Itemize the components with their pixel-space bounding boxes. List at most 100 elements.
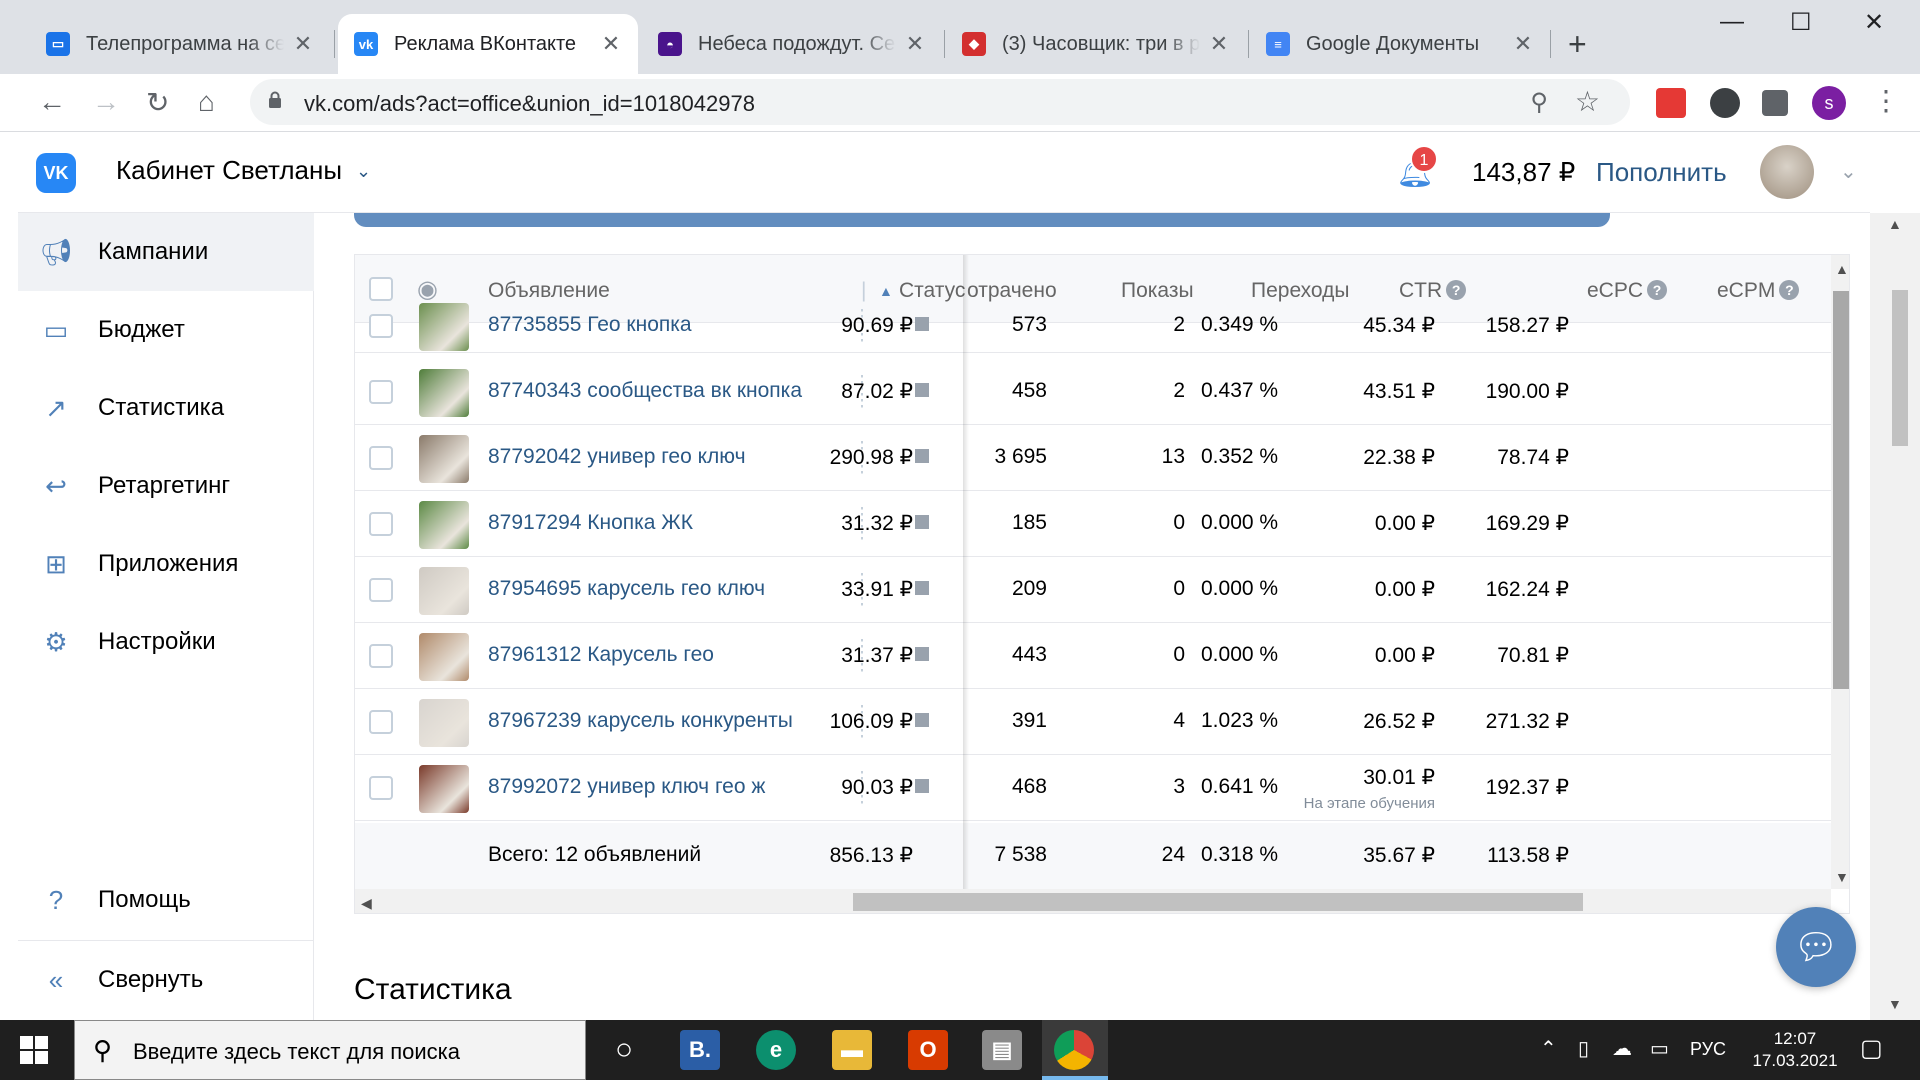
column-spent[interactable]: отрачено bbox=[967, 279, 1057, 302]
back-icon[interactable]: ← bbox=[38, 86, 66, 117]
ad-thumbnail[interactable] bbox=[419, 501, 469, 549]
window-close-icon[interactable]: ✕ bbox=[1864, 9, 1885, 36]
row-checkbox[interactable] bbox=[369, 380, 393, 404]
page-scroll-up-icon[interactable]: ▲ bbox=[1888, 216, 1902, 232]
maximize-icon[interactable]: ☐ bbox=[1790, 9, 1812, 36]
bookmark-star-icon[interactable]: ☆ bbox=[1574, 86, 1600, 117]
resize-handle[interactable] bbox=[861, 705, 863, 741]
ad-name-link[interactable]: 87917294 Кнопка ЖК bbox=[488, 511, 693, 534]
ad-thumbnail[interactable] bbox=[419, 699, 469, 747]
ad-name-link[interactable]: 87954695 карусель гео ключ bbox=[488, 577, 766, 600]
row-checkbox[interactable] bbox=[369, 578, 393, 602]
chrome-icon[interactable] bbox=[1054, 1030, 1094, 1070]
row-checkbox[interactable] bbox=[369, 512, 393, 536]
notifications-icon[interactable]: ▢ bbox=[1860, 1035, 1883, 1062]
scroll-up-icon[interactable]: ▲ bbox=[1835, 261, 1849, 277]
status-stopped-icon[interactable] bbox=[915, 449, 929, 463]
column-ad[interactable]: Объявление bbox=[488, 279, 610, 302]
ad-name-link[interactable]: 87961312 Карусель гео bbox=[488, 643, 714, 666]
scroll-left-icon[interactable]: ◀ bbox=[361, 895, 372, 911]
forward-icon[interactable]: → bbox=[92, 86, 120, 117]
close-icon[interactable]: ✕ bbox=[601, 31, 621, 56]
close-icon[interactable]: ✕ bbox=[1513, 31, 1533, 56]
resize-handle[interactable] bbox=[861, 507, 863, 543]
column-ecpc[interactable]: eCPC? bbox=[1587, 279, 1668, 303]
page-scroll-thumb[interactable] bbox=[1892, 290, 1908, 446]
sidebar-item-help[interactable]: ? Помощь bbox=[18, 861, 314, 939]
address-bar[interactable]: vk.com/ads?act=office&union_id=101804297… bbox=[250, 79, 1630, 125]
office-icon[interactable]: O bbox=[908, 1030, 948, 1070]
chevron-down-icon[interactable]: ⌄ bbox=[1840, 161, 1857, 183]
vpn-app-icon[interactable]: B. bbox=[680, 1030, 720, 1070]
sidebar-item-settings[interactable]: ⚙ Настройки bbox=[18, 603, 314, 681]
scroll-down-icon[interactable]: ▼ bbox=[1835, 869, 1849, 885]
sidebar-item-apps[interactable]: ⊞ Приложения bbox=[18, 525, 314, 603]
sidebar-item-statistics[interactable]: ↗ Статистика bbox=[18, 369, 314, 447]
ad-name-link[interactable]: 87792042 универ гео ключ bbox=[488, 445, 746, 468]
sidebar-item-retargeting[interactable]: ↩ Ретаргетинг bbox=[18, 447, 314, 525]
sidebar-item-budget[interactable]: ▭ Бюджет bbox=[18, 291, 314, 369]
topup-link[interactable]: Пополнить bbox=[1596, 157, 1727, 187]
column-ctr[interactable]: CTR? bbox=[1399, 279, 1467, 303]
close-icon[interactable]: ✕ bbox=[1209, 31, 1229, 56]
profile-avatar[interactable]: s bbox=[1812, 86, 1846, 120]
close-icon[interactable]: ✕ bbox=[293, 31, 313, 56]
ad-thumbnail[interactable] bbox=[419, 435, 469, 483]
row-checkbox[interactable] bbox=[369, 446, 393, 470]
status-stopped-icon[interactable] bbox=[915, 779, 929, 793]
vk-logo[interactable]: VK bbox=[36, 153, 76, 193]
status-stopped-icon[interactable] bbox=[915, 383, 929, 397]
task-view-icon[interactable]: ○ bbox=[614, 1033, 634, 1066]
column-ecpm[interactable]: eCPM? bbox=[1717, 279, 1800, 303]
ad-name-link[interactable]: 87992072 универ ключ гео ж bbox=[488, 775, 766, 798]
status-stopped-icon[interactable] bbox=[915, 713, 929, 727]
ad-thumbnail[interactable] bbox=[419, 633, 469, 681]
windows-start-icon[interactable] bbox=[20, 1036, 48, 1064]
column-clicks[interactable]: Переходы bbox=[1251, 279, 1350, 302]
home-icon[interactable]: ⌂ bbox=[198, 86, 215, 117]
puzzle-icon[interactable] bbox=[1762, 90, 1788, 116]
ad-thumbnail[interactable] bbox=[419, 567, 469, 615]
avatar[interactable] bbox=[1760, 145, 1814, 199]
sidebar-collapse[interactable]: « Свернуть bbox=[18, 941, 314, 1019]
ad-thumbnail[interactable] bbox=[419, 369, 469, 417]
table-vertical-scroll-thumb[interactable] bbox=[1833, 291, 1849, 689]
chat-button[interactable]: 💬︎ bbox=[1776, 907, 1856, 987]
browser-tab[interactable]: ▭ Телепрограмма на сег ✕ bbox=[30, 14, 330, 74]
column-status[interactable]: Статус bbox=[899, 279, 966, 302]
select-all-checkbox[interactable] bbox=[369, 277, 393, 301]
table-horizontal-scroll-thumb[interactable] bbox=[853, 893, 1583, 911]
language-indicator[interactable]: РУС bbox=[1690, 1039, 1727, 1059]
reload-icon[interactable]: ↻ bbox=[146, 87, 170, 118]
create-ad-banner[interactable] bbox=[354, 213, 1610, 227]
file-explorer-icon[interactable]: ▬ bbox=[832, 1030, 872, 1070]
resize-handle[interactable] bbox=[861, 441, 863, 477]
row-checkbox[interactable] bbox=[369, 710, 393, 734]
new-tab-icon[interactable]: + bbox=[1568, 26, 1587, 62]
chevron-down-icon[interactable]: ⌄ bbox=[356, 161, 372, 181]
browser-tab[interactable]: ◆ (3) Часовщик: три в р ✕ bbox=[946, 14, 1246, 74]
row-checkbox[interactable] bbox=[369, 314, 393, 338]
ad-name-link[interactable]: 87740343 сообщества вк кнопка bbox=[488, 379, 803, 402]
tray-chevron-up-icon[interactable]: ⌃ bbox=[1540, 1038, 1557, 1060]
close-icon[interactable]: ✕ bbox=[905, 31, 925, 56]
ad-name-link[interactable]: 87967239 карусель конкуренты bbox=[488, 709, 793, 732]
status-stopped-icon[interactable] bbox=[915, 317, 929, 331]
resize-handle[interactable] bbox=[861, 309, 863, 345]
taskbar-search[interactable]: ⚲ Введите здесь текст для поиска bbox=[74, 1020, 586, 1080]
resize-handle[interactable] bbox=[861, 639, 863, 675]
browser-tab[interactable]: ≡ Google Документы ✕ bbox=[1250, 14, 1550, 74]
zoom-icon[interactable]: ⚲ bbox=[1530, 89, 1548, 116]
pdf-extension-icon[interactable] bbox=[1656, 88, 1686, 118]
status-stopped-icon[interactable] bbox=[915, 647, 929, 661]
row-checkbox[interactable] bbox=[369, 776, 393, 800]
page-scroll-down-icon[interactable]: ▼ bbox=[1888, 996, 1902, 1012]
column-impressions[interactable]: Показы bbox=[1121, 279, 1194, 302]
row-checkbox[interactable] bbox=[369, 644, 393, 668]
resize-handle[interactable] bbox=[861, 375, 863, 411]
status-stopped-icon[interactable] bbox=[915, 581, 929, 595]
status-stopped-icon[interactable] bbox=[915, 515, 929, 529]
battery-icon[interactable]: ▭ bbox=[1650, 1038, 1669, 1060]
scanner-icon[interactable]: ▤ bbox=[982, 1030, 1022, 1070]
cabinet-title[interactable]: Кабинет Светланы bbox=[116, 155, 343, 185]
